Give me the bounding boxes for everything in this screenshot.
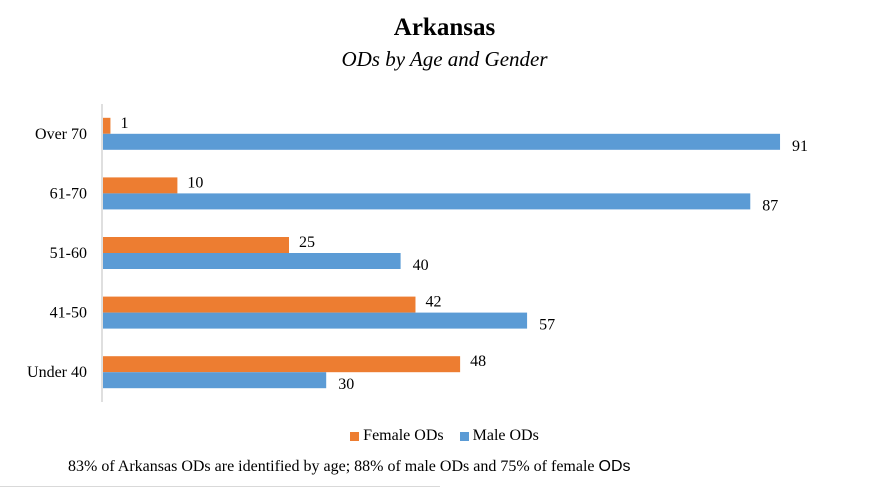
bar-male [103, 372, 327, 389]
legend-label-male: Male ODs [472, 427, 539, 444]
data-label: 25 [299, 234, 315, 251]
chart-title: Arkansas [393, 14, 496, 41]
legend-item-female: Female ODs [350, 427, 444, 445]
legend: Female ODs Male ODs [0, 427, 889, 446]
category-label: Under 40 [27, 364, 87, 381]
legend-swatch-female [350, 431, 360, 441]
category-label: Over 70 [35, 126, 87, 143]
data-label: 1 [120, 115, 128, 132]
legend-item-male: Male ODs [459, 427, 539, 445]
bar-female [103, 356, 461, 373]
bar-chart: Over 70 1 91 61-70 10 87 51-60 25 40 41-50 42 57 Und… [27, 104, 808, 402]
bar-male [103, 193, 751, 210]
footnote-main: 83% of Arkansas ODs are identified by ag… [68, 458, 595, 475]
footnote-tail: ODs [598, 458, 631, 475]
data-label: 40 [413, 257, 429, 274]
divider [0, 486, 440, 487]
bar-male [103, 253, 401, 269]
chart-subtitle: ODs by Age and Gender [341, 47, 548, 71]
bar-female [103, 177, 178, 194]
data-label: 57 [539, 317, 555, 334]
data-label: 42 [425, 294, 441, 311]
legend-label-female: Female ODs [363, 427, 444, 444]
data-label: 30 [338, 376, 354, 393]
category-label: 51-60 [50, 245, 87, 262]
footnote: 83% of Arkansas ODs are identified by ag… [68, 458, 631, 476]
bar-male [103, 312, 528, 329]
bar-female [103, 296, 416, 313]
data-label: 87 [762, 197, 778, 214]
category-label: 61-70 [50, 185, 87, 202]
category-label: 41-50 [50, 305, 87, 322]
bar-female [103, 237, 289, 253]
bar-male [103, 133, 781, 150]
bar-female [103, 117, 111, 134]
data-label: 10 [187, 174, 203, 191]
data-label: 91 [792, 138, 808, 155]
legend-swatch-male [459, 431, 469, 441]
data-label: 48 [470, 353, 486, 370]
